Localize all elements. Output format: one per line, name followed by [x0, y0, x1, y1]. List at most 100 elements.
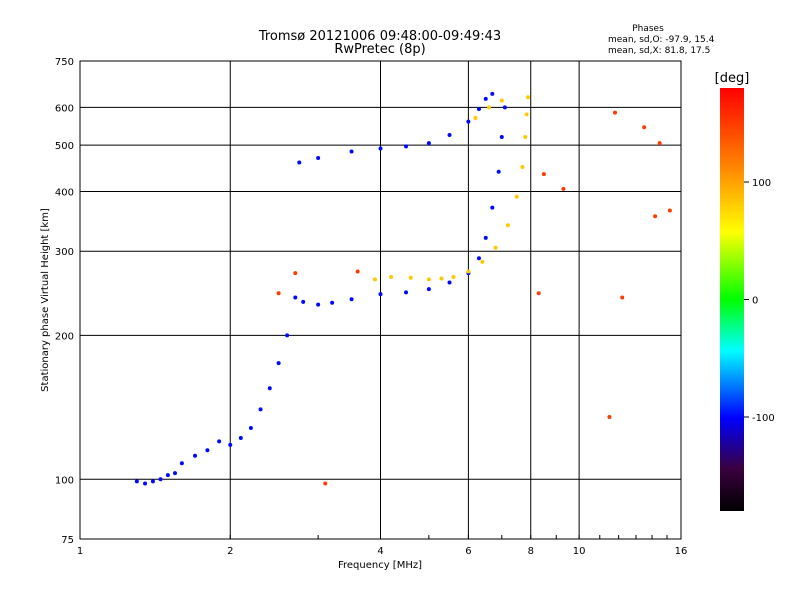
- data-point: [426, 141, 431, 146]
- data-point: [248, 426, 253, 431]
- data-layer: [134, 91, 672, 486]
- data-point: [165, 473, 170, 478]
- y-tick-label: 200: [55, 331, 74, 342]
- data-point: [408, 275, 413, 280]
- colorbar-tick-label: 100: [752, 178, 771, 189]
- data-point: [620, 295, 625, 300]
- data-point: [502, 105, 507, 110]
- data-point: [523, 135, 528, 140]
- data-point: [349, 149, 354, 154]
- data-point: [143, 481, 148, 486]
- colorbar: [720, 88, 744, 511]
- data-point: [330, 300, 335, 305]
- data-point: [480, 259, 485, 264]
- data-point: [316, 156, 321, 161]
- data-point: [653, 214, 658, 219]
- data-point: [642, 125, 647, 130]
- data-point: [657, 141, 662, 146]
- data-point: [487, 105, 492, 110]
- data-point: [607, 414, 612, 419]
- data-point: [667, 208, 672, 213]
- data-point: [238, 435, 243, 440]
- data-point: [389, 274, 394, 279]
- data-point: [285, 333, 290, 338]
- data-point: [193, 453, 198, 458]
- colorbar-ticks: 100 0 -100: [744, 178, 775, 424]
- data-point: [466, 119, 471, 124]
- data-point: [378, 292, 383, 297]
- y-tick-label: 750: [55, 57, 74, 68]
- data-point: [496, 169, 501, 174]
- data-point: [490, 91, 495, 96]
- data-point: [612, 110, 617, 115]
- chart-subtitle: RwPretec (8p): [334, 42, 425, 57]
- y-tick-label: 100: [55, 475, 74, 486]
- data-point: [476, 256, 481, 261]
- x-tick-label: 1: [77, 546, 83, 557]
- data-point: [293, 271, 298, 276]
- data-point: [541, 172, 546, 177]
- grid-layer: [80, 61, 681, 539]
- data-point: [179, 461, 184, 466]
- data-point: [483, 235, 488, 240]
- data-point: [447, 280, 452, 285]
- data-point: [404, 290, 409, 295]
- data-point: [276, 361, 281, 366]
- data-point: [493, 245, 498, 250]
- data-point: [514, 194, 519, 199]
- y-tick-label: 300: [55, 247, 74, 258]
- data-point: [439, 276, 444, 281]
- stats-x-mode: mean, sd,X: 81.8, 17.5: [608, 46, 710, 56]
- data-point: [499, 98, 504, 103]
- data-point: [323, 481, 328, 486]
- data-point: [404, 144, 409, 149]
- y-tick-label: 400: [55, 187, 74, 198]
- data-point: [297, 160, 302, 165]
- data-point: [316, 302, 321, 307]
- data-point: [520, 165, 525, 170]
- data-point: [293, 295, 298, 300]
- data-point: [228, 442, 233, 447]
- y-tick-label: 600: [55, 103, 74, 114]
- data-point: [373, 277, 378, 282]
- x-tick-label: 2: [227, 546, 233, 557]
- data-point: [301, 299, 306, 304]
- data-point: [150, 479, 155, 484]
- data-point: [499, 135, 504, 140]
- x-axis-label: Frequency [MHz]: [338, 560, 422, 571]
- y-tick-label: 75: [61, 535, 74, 546]
- data-point: [526, 95, 531, 100]
- data-point: [536, 291, 541, 296]
- data-point: [490, 205, 495, 210]
- data-point: [483, 96, 488, 101]
- tick-layer: 1 2 4 6 8 10 16 75 100 200 300 400 500 600 750: [55, 57, 687, 557]
- x-tick-label: 10: [573, 546, 586, 557]
- colorbar-label: [deg]: [715, 71, 750, 86]
- data-point: [451, 274, 456, 279]
- y-tick-label: 500: [55, 141, 74, 152]
- data-point: [267, 386, 272, 391]
- x-tick-label: 4: [377, 546, 383, 557]
- colorbar-tick-label: -100: [752, 413, 775, 424]
- x-tick-label: 8: [528, 546, 534, 557]
- data-point: [158, 477, 163, 482]
- stats-o-mode: mean, sd,O: -97.9, 15.4: [608, 35, 715, 45]
- data-point: [349, 297, 354, 302]
- data-point: [466, 269, 471, 274]
- y-axis-label: Stationary phase Virtual Height [km]: [40, 208, 51, 392]
- data-point: [426, 277, 431, 282]
- data-point: [134, 479, 139, 484]
- data-point: [205, 448, 210, 453]
- data-point: [217, 439, 222, 444]
- data-point: [476, 107, 481, 112]
- x-tick-label: 6: [465, 546, 471, 557]
- data-point: [258, 407, 263, 412]
- data-point: [524, 112, 529, 117]
- x-tick-label: 16: [675, 546, 688, 557]
- data-point: [378, 146, 383, 151]
- data-point: [172, 471, 177, 476]
- data-point: [426, 287, 431, 292]
- data-point: [355, 269, 360, 274]
